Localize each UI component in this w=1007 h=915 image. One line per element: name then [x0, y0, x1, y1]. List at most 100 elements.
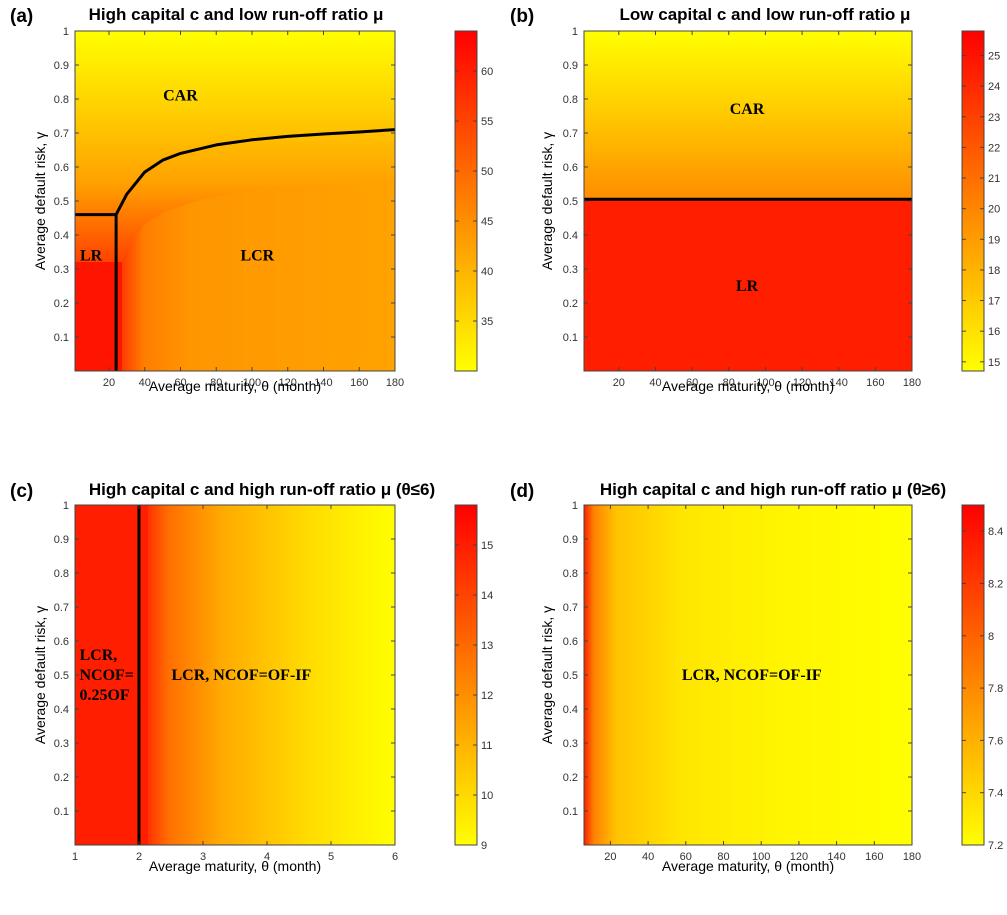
- y-tick-label: 0.4: [54, 704, 69, 716]
- y-axis-ticks: 0.1 0.2 0.3 0.4 0.5 0.6 0.7 0.8 0.9 1: [54, 26, 395, 344]
- colorbar-tick-label: 18: [988, 265, 1000, 277]
- y-tick-label: 0.3: [54, 264, 69, 276]
- region-labels: CAR LR LCR: [80, 88, 275, 265]
- region-label-line: LCR, NCOF=OF-IF: [172, 667, 312, 684]
- x-tick-label: 20: [103, 377, 115, 389]
- colorbar-ticks: 9 10 11 12 13 14 15: [455, 540, 493, 852]
- x-tick-label: 40: [649, 377, 661, 389]
- x-tick-label: 180: [903, 377, 921, 389]
- x-axis-ticks: 1 2 3 4 5 6: [72, 505, 398, 863]
- x-tick-label: 2: [136, 851, 142, 863]
- colorbar-tick-label: 24: [988, 81, 1000, 93]
- region-label: LCR: [240, 247, 274, 264]
- region-label: LR: [736, 278, 759, 295]
- region-labels: CAR LR: [730, 101, 765, 295]
- region-label-line: 0.25OF: [79, 687, 129, 704]
- y-tick-label: 0.4: [563, 704, 578, 716]
- colorbar-tick-label: 16: [988, 326, 1000, 338]
- colorbar-tick-label: 10: [481, 790, 493, 802]
- x-tick-label: 120: [793, 377, 811, 389]
- y-tick-label: 0.7: [563, 602, 578, 614]
- colorbar-tick-label: 25: [988, 51, 1000, 63]
- x-tick-label: 60: [686, 377, 698, 389]
- region-label-line: LR: [736, 278, 759, 295]
- y-tick-label: 0.9: [563, 60, 578, 72]
- region-boundary-line: [114, 128, 396, 216]
- colorbar-tick-label: 7.8: [988, 683, 1003, 695]
- colorbar-tick-label: 7.2: [988, 840, 1003, 852]
- colorbar-tick-label: 40: [481, 266, 493, 278]
- x-tick-label: 80: [717, 851, 729, 863]
- colorbar-tick-label: 60: [481, 66, 493, 78]
- y-tick-label: 0.1: [563, 806, 578, 818]
- x-tick-label: 60: [680, 851, 692, 863]
- y-axis-label: Average default risk, γ: [539, 606, 555, 744]
- colorbar-ticks: 7.2 7.4 7.6 7.8 8 8.2 8.4: [962, 526, 1003, 852]
- panel-c: (c) High capital c and high run-off rati…: [10, 480, 493, 874]
- panel-b: (b) Low capital c and low run-off ratio …: [510, 5, 1000, 394]
- y-tick-label: 0.9: [563, 534, 578, 546]
- region-label: LCR, NCOF=OF-IF: [682, 667, 822, 684]
- x-axis-ticks: 20 40 60 80 100 120 140 160 180: [613, 31, 921, 389]
- colorbar-tick-label: 17: [988, 296, 1000, 308]
- panel-letter: (c): [10, 481, 33, 502]
- x-tick-label: 180: [386, 377, 404, 389]
- panel-letter: (b): [510, 6, 534, 27]
- y-tick-label: 0.3: [563, 738, 578, 750]
- colorbar: [961, 504, 985, 846]
- y-tick-label: 0.1: [54, 806, 69, 818]
- heatmap-fill: [584, 505, 912, 845]
- y-axis-ticks: 0.1 0.2 0.3 0.4 0.5 0.6 0.7 0.8 0.9 1: [563, 26, 912, 344]
- colorbar-tick-label: 50: [481, 166, 493, 178]
- y-tick-label: 0.8: [54, 94, 69, 106]
- region-boundaries: [75, 128, 396, 371]
- region-labels: LCR, NCOF=OF-IF: [682, 667, 822, 684]
- y-tick-label: 0.9: [54, 534, 69, 546]
- x-tick-label: 20: [613, 377, 625, 389]
- y-tick-label: 1: [572, 500, 578, 512]
- colorbar-tick-label: 19: [988, 234, 1000, 246]
- y-tick-label: 0.5: [54, 670, 69, 682]
- x-tick-label: 140: [314, 377, 332, 389]
- colorbar: [454, 30, 478, 372]
- colorbar-tick-label: 8.2: [988, 578, 1003, 590]
- x-tick-label: 100: [752, 851, 770, 863]
- panel-letter: (d): [510, 481, 534, 502]
- panel-title: High capital c and low run-off ratio μ: [89, 5, 384, 24]
- colorbar-tick-label: 55: [481, 116, 493, 128]
- x-tick-label: 60: [174, 377, 186, 389]
- region-label-line: CAR: [730, 101, 765, 118]
- colorbar-tick-label: 21: [988, 173, 1000, 185]
- x-tick-label: 6: [392, 851, 398, 863]
- y-tick-label: 0.2: [54, 772, 69, 784]
- x-tick-label: 3: [200, 851, 206, 863]
- heatmap-fill: [75, 505, 395, 845]
- y-tick-label: 0.2: [563, 772, 578, 784]
- y-tick-label: 0.5: [54, 196, 69, 208]
- panel-title: High capital c and high run-off ratio μ …: [600, 480, 946, 499]
- panel-d: (d) High capital c and high run-off rati…: [510, 480, 1003, 874]
- panel-title: Low capital c and low run-off ratio μ: [620, 5, 911, 24]
- colorbar-tick-label: 23: [988, 112, 1000, 124]
- colorbar-tick-label: 7.4: [988, 788, 1003, 800]
- x-tick-label: 80: [723, 377, 735, 389]
- region-labels: LCR, NCOF= 0.25OF LCR, NCOF=OF-IF: [79, 647, 311, 704]
- y-tick-label: 0.5: [563, 670, 578, 682]
- y-tick-label: 0.6: [563, 636, 578, 648]
- y-tick-label: 0.7: [563, 128, 578, 140]
- x-tick-label: 180: [903, 851, 921, 863]
- x-tick-label: 40: [139, 377, 151, 389]
- panel-title: High capital c and high run-off ratio μ …: [89, 480, 435, 499]
- colorbar-tick-label: 15: [481, 540, 493, 552]
- x-tick-label: 120: [279, 377, 297, 389]
- colorbar-tick-label: 12: [481, 690, 493, 702]
- x-tick-label: 140: [827, 851, 845, 863]
- colorbar: [454, 504, 478, 846]
- y-tick-label: 0.1: [54, 332, 69, 344]
- colorbar-tick-label: 45: [481, 216, 493, 228]
- y-tick-label: 1: [572, 26, 578, 38]
- colorbar-tick-label: 14: [481, 590, 493, 602]
- region-label-line: LCR,: [79, 647, 117, 664]
- x-tick-label: 80: [210, 377, 222, 389]
